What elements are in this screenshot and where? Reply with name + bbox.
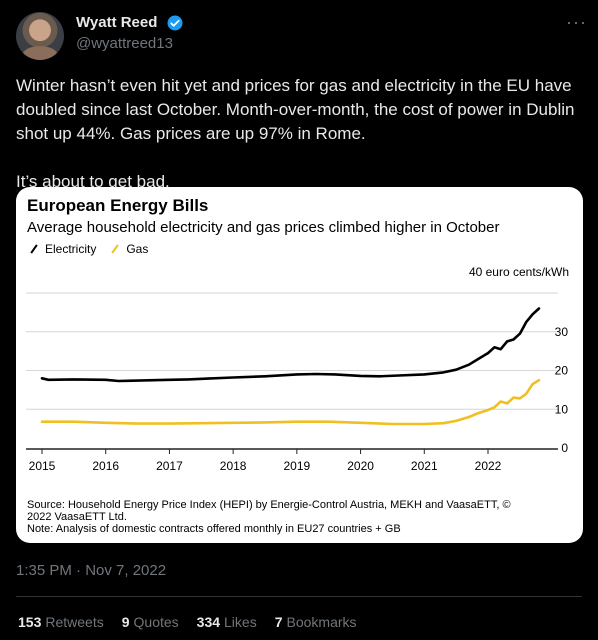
chart-source: Source: Household Energy Price Index (HE…	[27, 499, 572, 535]
quotes-label: Quotes	[133, 614, 179, 630]
more-horizontal-icon[interactable]: ···	[566, 12, 587, 32]
source-line: 2022 VaasaETT Ltd.	[27, 511, 127, 523]
author-name[interactable]: Wyatt Reed	[76, 14, 158, 31]
bookmarks-count: 7	[274, 614, 283, 630]
line-chart: 30 20 10 0 2015 2016 2017 2018 2019 2020 2021 2022	[26, 292, 569, 473]
x-tick-label: 2015	[29, 459, 56, 473]
x-tick-label: 2020	[347, 459, 374, 473]
bookmarks-label: Bookmarks	[286, 614, 357, 630]
legend-item-electricity: Electricity	[27, 242, 96, 256]
quotes-count: 9	[121, 614, 130, 630]
media-card[interactable]: European Energy Bills Average household …	[16, 187, 583, 543]
tweet-paragraph: It’s about to get bad.	[16, 172, 170, 191]
avatar-photo	[22, 46, 58, 60]
likes-stat[interactable]: 334 Likes	[197, 614, 257, 630]
tweet-timestamp[interactable]: 1:35 PM · Nov 7, 2022	[16, 562, 167, 579]
retweets-stat[interactable]: 153 Retweets	[18, 614, 104, 630]
y-tick-label: 0	[561, 441, 568, 455]
chart-legend: Electricity Gas	[27, 242, 160, 256]
x-tick-label: 2018	[220, 459, 247, 473]
tweet-paragraph: Winter hasn’t even hit yet and prices fo…	[16, 76, 575, 143]
legend-label: Gas	[126, 242, 149, 256]
x-tick-label: 2022	[475, 459, 502, 473]
source-line: Note: Analysis of domestic contracts off…	[27, 523, 401, 535]
quotes-stat[interactable]: 9 Quotes	[122, 614, 179, 630]
x-tick-label: 2021	[411, 459, 438, 473]
likes-count: 334	[196, 614, 221, 630]
y-axis-unit-label: 40 euro cents/kWh	[468, 265, 569, 279]
engagement-stats: 153 Retweets 9 Quotes 334 Likes 7 Bookmarks	[18, 614, 375, 630]
author-handle[interactable]: @wyattreed13	[76, 35, 173, 52]
chart-subtitle: Average household electricity and gas pr…	[27, 219, 500, 236]
chart-title: European Energy Bills	[27, 196, 209, 215]
source-line: Source: Household Energy Price Index (HE…	[27, 499, 511, 511]
y-tick-label: 10	[555, 402, 569, 416]
likes-label: Likes	[224, 614, 257, 630]
legend-item-gas: Gas	[108, 242, 148, 256]
bookmarks-stat[interactable]: 7 Bookmarks	[275, 614, 357, 630]
y-tick-label: 30	[555, 325, 569, 339]
series-line-electricity	[40, 307, 541, 383]
legend-label: Electricity	[45, 242, 97, 256]
x-tick-label: 2017	[156, 459, 183, 473]
x-tick-label: 2019	[284, 459, 311, 473]
tweet-text: Winter hasn’t even hit yet and prices fo…	[16, 74, 586, 194]
verified-badge-icon	[167, 15, 183, 31]
y-tick-label: 20	[555, 364, 569, 378]
x-tick-label: 2016	[92, 459, 119, 473]
retweets-label: Retweets	[45, 614, 104, 630]
avatar[interactable]	[16, 12, 64, 60]
divider	[16, 596, 582, 597]
series-line-gas	[40, 378, 541, 426]
retweets-count: 153	[18, 614, 42, 630]
